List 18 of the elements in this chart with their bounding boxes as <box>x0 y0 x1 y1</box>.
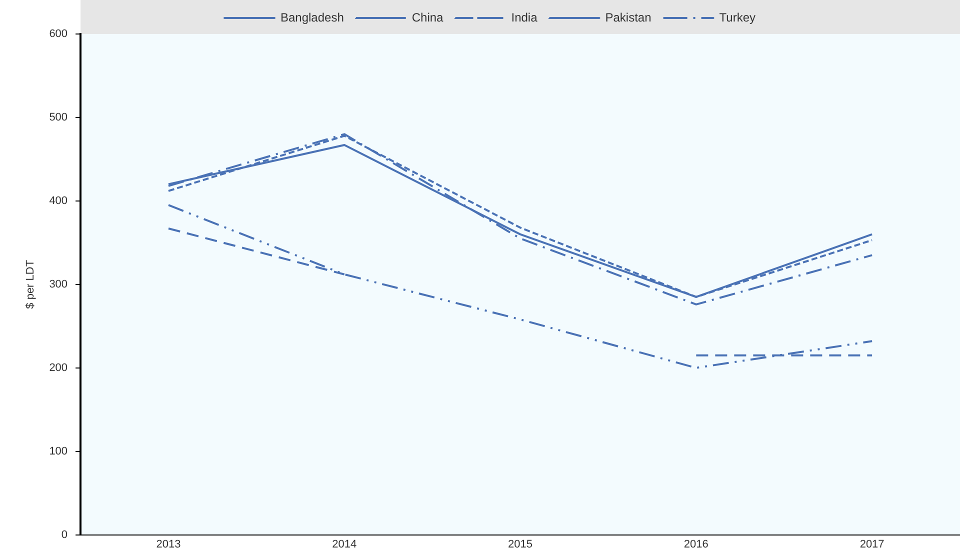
legend-label: Bangladesh <box>280 10 344 24</box>
y-tick-label: 0 <box>61 528 68 541</box>
x-tick-label: 2015 <box>508 538 533 550</box>
x-tick-label: 2014 <box>332 538 357 550</box>
legend-label: China <box>412 10 444 24</box>
y-tick-label: 200 <box>49 362 68 374</box>
legend-label: Turkey <box>719 10 756 24</box>
x-tick-label: 2017 <box>860 538 884 550</box>
y-tick-label: 500 <box>49 112 68 124</box>
x-tick-label: 2016 <box>684 538 708 550</box>
y-axis-title: $ per LDT <box>24 260 37 309</box>
y-tick-label: 400 <box>49 194 68 207</box>
legend-label: Pakistan <box>605 10 652 24</box>
x-tick-label: 2013 <box>156 538 181 550</box>
legend-label: India <box>511 10 538 24</box>
y-tick-label: 300 <box>49 278 68 290</box>
y-tick-label: 600 <box>49 28 68 40</box>
y-tick-label: 100 <box>49 445 68 458</box>
